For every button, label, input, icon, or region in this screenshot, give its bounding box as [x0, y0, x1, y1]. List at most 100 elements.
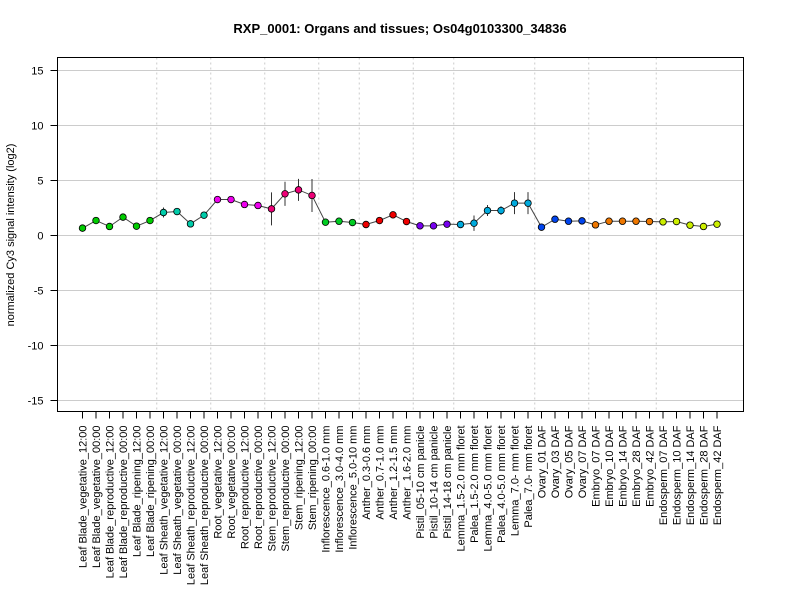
data-point — [497, 206, 505, 215]
x-tick-label: Root_reproductive_12:00 — [240, 426, 252, 550]
x-tick-label: Lemma_7.0- mm floret — [510, 426, 522, 537]
data-point — [294, 186, 303, 194]
data-point — [443, 220, 451, 228]
x-tick-label: Leaf Sheath_reproductive_00:00 — [199, 426, 211, 586]
x-tick-label: Inflorescence_0.6-1.0 mm — [321, 426, 333, 553]
y-tick-label: 5 — [37, 176, 43, 188]
data-point — [105, 222, 114, 231]
x-tick-label: Ovary_01 DAF — [537, 425, 549, 498]
data-point — [186, 220, 195, 228]
x-tick-label: Embryo_42 DAF — [645, 425, 657, 507]
data-point — [200, 211, 208, 219]
x-tick-label: Pistil_14-18 cm panicle — [442, 426, 454, 539]
y-tick-label: 15 — [31, 66, 43, 78]
data-point — [227, 195, 235, 204]
y-tick-label: -10 — [28, 341, 44, 353]
y-tick-label: -15 — [28, 396, 44, 408]
data-point — [686, 221, 694, 229]
x-tick-label: Leaf Blade_vegetative_12:00 — [78, 426, 90, 569]
x-tick-label: Embryo_14 DAF — [618, 425, 630, 507]
x-tick-label: Leaf Blade_ripening_12:00 — [132, 426, 144, 558]
x-tick-label: Anther_1.2-1.5 mm — [388, 426, 400, 520]
data-point — [92, 216, 100, 225]
x-tick-label: Pistil_05-10 cm panicle — [415, 426, 427, 539]
data-point — [470, 219, 478, 227]
x-tick-label: Endosperm_14 DAF — [685, 425, 697, 525]
data-point — [524, 199, 532, 207]
x-tick-label: Stem_reproductive_00:00 — [280, 426, 292, 552]
x-tick-label: Ovary_03 DAF — [550, 425, 562, 498]
x-tick-label: Leaf Sheath_vegetative_12:00 — [159, 426, 171, 575]
data-point — [659, 218, 667, 226]
data-point — [672, 217, 681, 226]
x-tick-label: Endosperm_28 DAF — [699, 425, 711, 525]
data-point — [713, 220, 721, 228]
data-point — [240, 200, 249, 209]
x-tick-label: Leaf Blade_reproductive_00:00 — [118, 426, 130, 579]
data-point — [321, 218, 330, 226]
x-tick-label: Ovary_05 DAF — [564, 425, 576, 498]
data-point — [402, 217, 411, 226]
data-point — [281, 190, 289, 198]
x-tick-label: Anther_0.3-0.6 mm — [361, 426, 373, 520]
data-point — [146, 216, 154, 225]
data-point — [213, 195, 222, 204]
data-point — [591, 221, 600, 229]
data-point — [389, 211, 397, 219]
data-point — [375, 216, 384, 225]
data-point — [564, 217, 573, 225]
data-point — [119, 213, 127, 221]
x-tick-label: Leaf Sheath_vegetative_00:00 — [172, 426, 184, 575]
plot-frame — [57, 57, 744, 412]
y-tick-label: 0 — [37, 231, 43, 243]
x-tick-label: Root_reproductive_00:00 — [253, 426, 265, 550]
x-tick-label: Pistil_10-14 cm panicle — [429, 426, 441, 539]
y-tick-label: -5 — [34, 286, 44, 298]
x-tick-label: Embryo_07 DAF — [591, 425, 603, 507]
x-tick-label: Stem_reproductive_12:00 — [267, 426, 279, 552]
x-tick-label: Stem_ripening_00:00 — [307, 426, 319, 531]
x-tick-label: Endosperm_10 DAF — [672, 425, 684, 525]
x-tick-label: Embryo_28 DAF — [631, 425, 643, 507]
x-tick-label: Ovary_07 DAF — [577, 425, 589, 498]
x-tick-label: Anther_0.7-1.0 mm — [375, 426, 387, 520]
data-point — [632, 217, 640, 225]
y-axis-label: normalized Cy3 signal intensity (log2) — [5, 144, 17, 327]
data-point — [267, 205, 276, 213]
data-point — [173, 207, 181, 216]
data-point — [159, 208, 168, 217]
x-tick-label: Palea_4.0-5.0 mm floret — [496, 426, 508, 543]
x-tick-label: Inflorescence_5.0-10 mm — [348, 426, 360, 550]
data-point — [429, 222, 438, 230]
y-tick-label: 10 — [31, 121, 43, 133]
data-point — [618, 217, 627, 225]
data-point — [308, 191, 316, 200]
data-point — [348, 218, 357, 227]
x-tick-label: Embryo_10 DAF — [604, 425, 616, 507]
data-point — [335, 217, 343, 225]
data-point — [605, 217, 613, 225]
data-point — [645, 217, 654, 226]
x-tick-label: Inflorescence_3.0-4.0 mm — [334, 426, 346, 553]
x-tick-label: Endosperm_42 DAF — [712, 425, 724, 525]
x-tick-label: Leaf Blade_ripening_00:00 — [145, 426, 157, 558]
data-point — [254, 201, 262, 210]
data-point — [416, 222, 424, 230]
data-point — [132, 222, 141, 230]
x-tick-label: Palea_1.5-2.0 mm floret — [469, 426, 481, 543]
data-point — [78, 224, 87, 232]
x-tick-label: Leaf Sheath_reproductive_12:00 — [186, 426, 198, 586]
x-tick-label: Palea_7.0- mm floret — [523, 426, 535, 528]
x-tick-label: Endosperm_07 DAF — [658, 425, 670, 525]
chart-title: RXP_0001: Organs and tissues; Os04g01033… — [233, 21, 566, 36]
data-point — [551, 215, 559, 223]
data-point — [537, 223, 546, 231]
data-point — [510, 199, 519, 207]
x-tick-label: Lemma_4.0-5.0 mm floret — [483, 426, 495, 552]
x-tick-label: Root_vegetative_12:00 — [213, 426, 225, 539]
x-tick-label: Leaf Blade_reproductive_12:00 — [105, 426, 117, 579]
x-tick-label: Stem_ripening_12:00 — [294, 426, 306, 531]
x-tick-label: Leaf Blade_vegetative_00:00 — [91, 426, 103, 569]
data-point — [456, 220, 465, 229]
